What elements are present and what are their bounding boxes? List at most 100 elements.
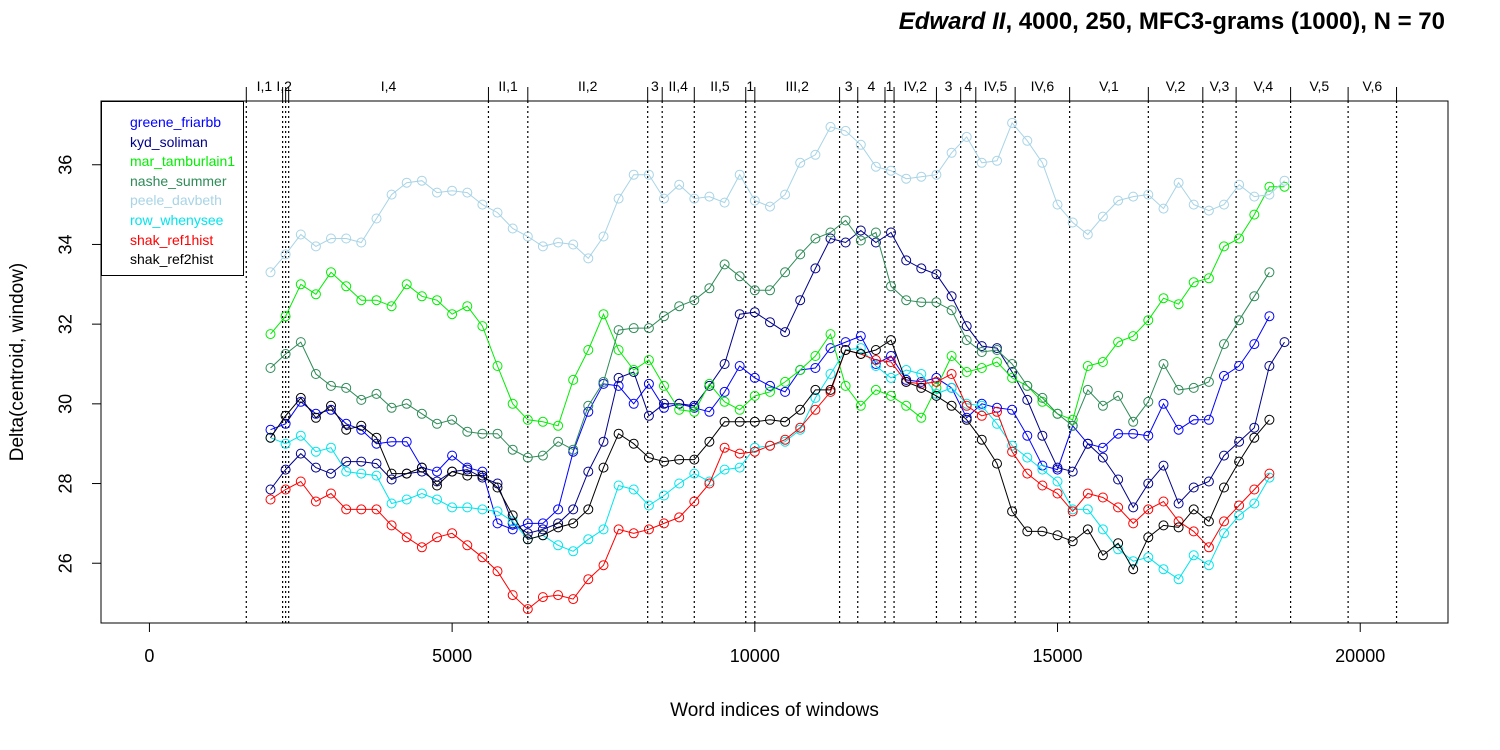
data-point [749, 307, 760, 318]
data-point [674, 512, 685, 523]
data-point [310, 241, 321, 252]
data-point [870, 227, 881, 238]
data-point [659, 518, 669, 529]
data-point [1173, 574, 1184, 585]
data-point [1113, 195, 1124, 206]
data-point [583, 345, 594, 355]
data-point [553, 540, 564, 551]
data-point [326, 267, 336, 278]
scene-label: II,2 [578, 78, 598, 94]
data-point [310, 289, 321, 300]
data-point [341, 382, 352, 393]
data-point [492, 207, 503, 218]
data-point [1082, 361, 1093, 371]
y-tick-label: 36 [56, 155, 76, 175]
data-point [931, 269, 942, 280]
data-point [1022, 135, 1033, 146]
data-point [992, 155, 1002, 166]
data-point [416, 175, 427, 186]
data-point [401, 279, 412, 290]
data-point [280, 418, 291, 429]
data-point [810, 392, 821, 403]
data-point [310, 462, 321, 473]
data-point [295, 337, 306, 348]
data-point [916, 382, 927, 393]
y-tick-label: 32 [56, 314, 76, 334]
y-axis: 26 28 30 32 34 36 [56, 155, 101, 573]
data-point [447, 185, 458, 196]
data-point [326, 442, 336, 453]
data-point [1113, 474, 1124, 485]
data-point [1219, 516, 1229, 527]
data-point [1143, 430, 1154, 441]
data-point [931, 390, 942, 401]
data-point [1022, 380, 1033, 391]
data-point [1279, 175, 1290, 186]
y-tick-label: 30 [56, 394, 76, 414]
data-point [961, 335, 972, 346]
data-point [432, 295, 442, 306]
data-point [795, 157, 806, 168]
data-point [1264, 468, 1275, 479]
data-point [870, 161, 881, 172]
data-point [916, 297, 927, 308]
y-tick-label: 28 [56, 474, 76, 494]
legend-entry: mar_tamburlain1 [130, 153, 236, 170]
data-point [416, 462, 427, 473]
data-point [492, 566, 503, 577]
x-axis: 0 5000 10000 15000 20000 [144, 622, 1385, 666]
data-point [1249, 432, 1260, 443]
data-point [825, 369, 836, 379]
scene-label: II,4 [669, 78, 689, 94]
data-point [507, 510, 518, 521]
data-point [265, 494, 276, 505]
data-point [628, 528, 639, 539]
data-point [310, 496, 321, 507]
data-point [356, 468, 367, 479]
data-point [931, 376, 942, 387]
scene-label: IV,6 [1031, 78, 1055, 94]
data-point [326, 400, 336, 411]
data-point [855, 235, 866, 246]
data-point [886, 390, 896, 401]
data-point [522, 518, 533, 529]
series-lines [265, 117, 1290, 615]
x-tick-label: 5000 [432, 646, 472, 666]
data-point [659, 398, 669, 409]
x-tick-label: 15000 [1032, 646, 1082, 666]
data-point [492, 361, 503, 371]
data-point [810, 404, 821, 415]
data-point [326, 380, 336, 391]
data-point [795, 365, 806, 375]
data-point [855, 139, 866, 150]
data-point [1097, 452, 1108, 463]
data-point [386, 520, 397, 531]
data-point [447, 450, 458, 461]
data-point [916, 171, 927, 182]
data-point [1037, 392, 1048, 403]
legend-entry: kyd_soliman [130, 133, 208, 150]
data-point [371, 213, 382, 224]
data-point [295, 279, 306, 290]
data-point [537, 416, 548, 427]
data-point [1067, 217, 1078, 228]
data-point [432, 187, 442, 198]
data-point [628, 323, 639, 334]
data-point [1249, 422, 1260, 433]
data-point [1173, 522, 1184, 533]
data-point [1264, 181, 1275, 192]
data-point [795, 295, 806, 306]
data-point [401, 532, 412, 543]
data-point [568, 504, 579, 515]
data-point [432, 494, 442, 505]
data-point [1143, 478, 1154, 489]
data-point [1052, 530, 1063, 541]
data-point [371, 295, 382, 306]
data-point [946, 400, 957, 411]
scene-label: 3 [651, 78, 659, 94]
data-point [553, 237, 564, 248]
data-point [961, 131, 972, 142]
data-point [310, 412, 321, 423]
data-point [1082, 524, 1093, 535]
data-point [780, 416, 791, 427]
